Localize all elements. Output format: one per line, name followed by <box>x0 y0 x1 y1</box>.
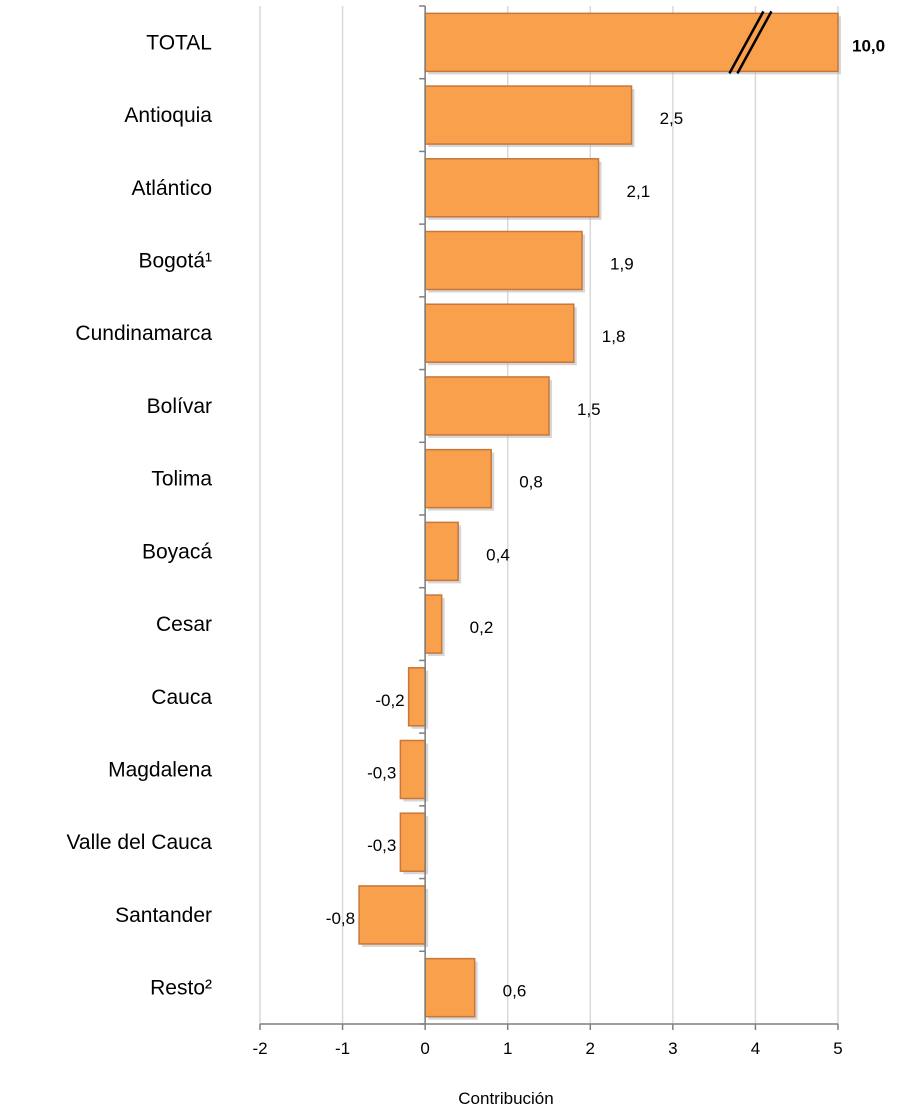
category-label: Magdalena <box>108 759 212 782</box>
bar <box>407 667 426 727</box>
category-label: Boyacá <box>142 540 212 563</box>
x-tick-label: 0 <box>420 1039 429 1058</box>
bar <box>424 594 443 654</box>
axis-break-mark <box>728 10 773 74</box>
category-label: Valle del Cauca <box>66 831 212 854</box>
category-label: Atlántico <box>131 177 212 200</box>
x-tick-label: 4 <box>751 1039 760 1058</box>
data-label: 0,8 <box>519 473 543 492</box>
bar <box>399 739 426 800</box>
bar <box>358 885 426 945</box>
category-label: Resto² <box>150 977 212 1000</box>
x-tick-label: 2 <box>586 1039 595 1058</box>
x-tick-label: -2 <box>252 1039 267 1058</box>
category-label: Bogotá¹ <box>138 250 212 273</box>
axes: -2 -1 0 1 2 3 4 5 <box>252 5 843 1058</box>
data-label: 0,2 <box>470 618 494 637</box>
x-tick-label: 3 <box>668 1039 677 1058</box>
data-label: -0,3 <box>367 764 396 783</box>
x-axis-label: Contribución <box>458 1089 553 1108</box>
x-tick-label: 5 <box>833 1039 842 1058</box>
category-label: Cesar <box>156 613 212 636</box>
data-label: 0,4 <box>486 545 510 564</box>
bar <box>424 448 492 509</box>
category-label: TOTAL <box>146 31 212 54</box>
bar <box>424 303 575 363</box>
data-label: -0,3 <box>367 836 396 855</box>
bars <box>358 10 841 1020</box>
bar <box>424 957 476 1018</box>
category-label: Bolívar <box>147 395 212 418</box>
bar <box>399 812 426 872</box>
data-label: -0,8 <box>326 909 355 928</box>
bar <box>424 12 839 73</box>
category-label: Cundinamarca <box>75 322 212 345</box>
bar <box>424 521 459 582</box>
bar <box>424 230 583 291</box>
data-label: 0,6 <box>503 982 527 1001</box>
bar <box>424 376 550 436</box>
labels: TOTAL 10,0 Antioquia 2,5 Atlántico 2,1 Bogotá¹… <box>66 31 885 1000</box>
data-label: 1,9 <box>610 255 634 274</box>
category-label: Santander <box>115 904 212 927</box>
data-label: 2,5 <box>660 109 684 128</box>
category-label: Antioquia <box>124 104 212 127</box>
x-tick-label: -1 <box>335 1039 350 1058</box>
data-label: 1,5 <box>577 400 601 419</box>
data-label: 2,1 <box>627 182 651 201</box>
category-label: Tolima <box>151 468 212 491</box>
data-label: 1,8 <box>602 327 626 346</box>
data-label: 10,0 <box>852 36 885 55</box>
x-tick-label: 1 <box>503 1039 512 1058</box>
category-label: Cauca <box>151 686 212 709</box>
bar <box>424 158 600 218</box>
data-label: -0,2 <box>375 691 404 710</box>
bar <box>424 85 633 145</box>
